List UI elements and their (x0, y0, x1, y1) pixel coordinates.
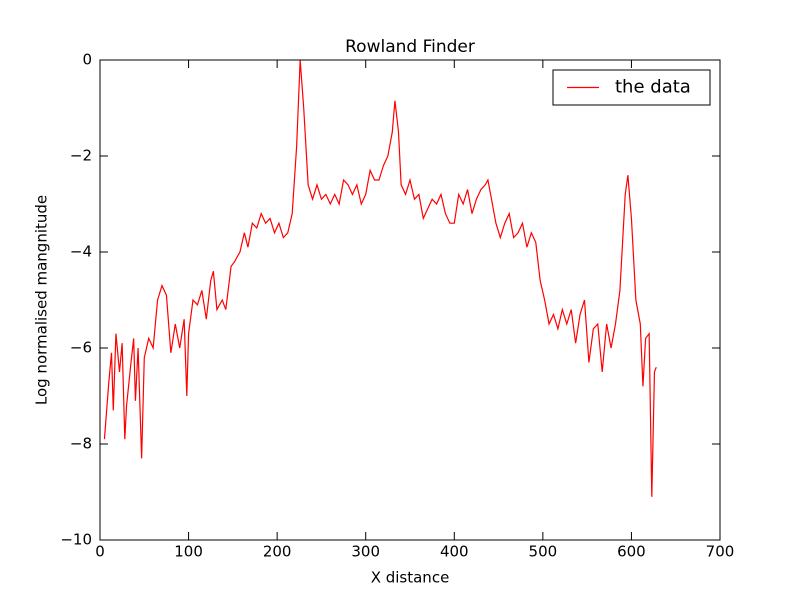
y-tick-label: −2 (70, 147, 92, 165)
y-tick-label: −6 (70, 339, 92, 357)
y-axis-label: Log normalised mangnitude (33, 195, 51, 405)
legend-label: the data (615, 77, 691, 98)
x-tick-label: 600 (617, 543, 646, 561)
x-tick-label: 300 (351, 543, 380, 561)
y-tick-label: −10 (60, 531, 92, 549)
chart-title: Rowland Finder (345, 37, 475, 57)
x-tick-label: 200 (263, 543, 292, 561)
x-tick-label: 500 (529, 543, 558, 561)
x-tick-label: 100 (174, 543, 203, 561)
plot-frame (99, 59, 721, 541)
x-axis-label: X distance (371, 569, 450, 587)
y-tick-label: −8 (70, 435, 92, 453)
x-tick-label: 700 (706, 543, 735, 561)
y-tick-label: −4 (70, 243, 92, 261)
y-tick-label: 0 (82, 51, 92, 69)
data-line (103, 59, 657, 497)
x-tick-label: 0 (95, 543, 105, 561)
x-tick-label: 400 (440, 543, 469, 561)
